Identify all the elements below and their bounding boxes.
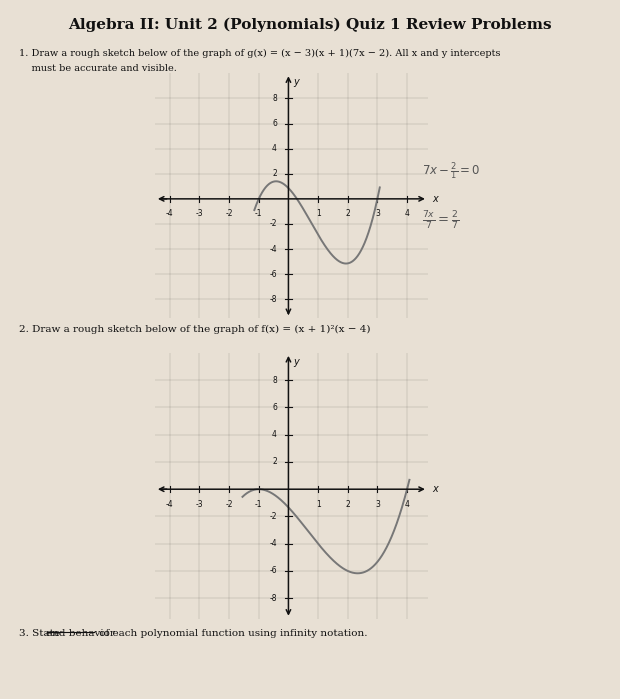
Text: 2: 2 [345, 500, 350, 510]
Text: 6: 6 [272, 119, 277, 128]
Text: 2: 2 [272, 169, 277, 178]
Text: 3. State: 3. State [19, 629, 63, 638]
Text: must be accurate and visible.: must be accurate and visible. [19, 64, 177, 73]
Text: -1: -1 [255, 500, 262, 510]
Text: -2: -2 [270, 219, 277, 229]
Text: -6: -6 [269, 566, 277, 575]
Text: Algebra II: Unit 2 (Polynomials) Quiz 1 Review Problems: Algebra II: Unit 2 (Polynomials) Quiz 1 … [68, 17, 552, 32]
Text: 4: 4 [272, 430, 277, 439]
Text: -2: -2 [270, 512, 277, 521]
Text: -1: -1 [255, 209, 262, 218]
Text: 1. Draw a rough sketch below of the graph of g(x) = (x − 3)(x + 1)(7x − 2). All : 1. Draw a rough sketch below of the grap… [19, 49, 500, 58]
Text: 1: 1 [316, 500, 321, 510]
Text: 2. Draw a rough sketch below of the graph of f(x) = (x + 1)²(x − 4): 2. Draw a rough sketch below of the grap… [19, 325, 370, 334]
Text: -8: -8 [270, 593, 277, 603]
Text: -3: -3 [196, 500, 203, 510]
Text: -4: -4 [269, 539, 277, 548]
Text: -6: -6 [269, 270, 277, 279]
Text: 4: 4 [405, 500, 409, 510]
Text: y: y [293, 77, 299, 87]
Text: y: y [293, 357, 299, 367]
Text: x: x [432, 484, 438, 494]
Text: 1: 1 [316, 209, 321, 218]
Text: -2: -2 [226, 209, 233, 218]
Text: -2: -2 [226, 500, 233, 510]
Text: 6: 6 [272, 403, 277, 412]
Text: $\frac{7x}{7} = \frac{2}{7}$: $\frac{7x}{7} = \frac{2}{7}$ [422, 210, 459, 232]
Text: $7x - \frac{2}{1} = 0$: $7x - \frac{2}{1} = 0$ [422, 161, 480, 182]
Text: -8: -8 [270, 295, 277, 304]
Text: 3: 3 [375, 500, 380, 510]
Text: of each polynomial function using infinity notation.: of each polynomial function using infini… [96, 629, 368, 638]
Text: -4: -4 [166, 209, 174, 218]
Text: 8: 8 [272, 94, 277, 103]
Text: -3: -3 [196, 209, 203, 218]
Text: 2: 2 [345, 209, 350, 218]
Text: 3: 3 [375, 209, 380, 218]
Text: -4: -4 [269, 245, 277, 254]
Text: 4: 4 [272, 144, 277, 153]
Text: end behavior: end behavior [46, 629, 115, 638]
Text: 8: 8 [272, 376, 277, 384]
Text: 2: 2 [272, 457, 277, 466]
Text: -4: -4 [166, 500, 174, 510]
Text: x: x [432, 194, 438, 204]
Text: 4: 4 [405, 209, 409, 218]
